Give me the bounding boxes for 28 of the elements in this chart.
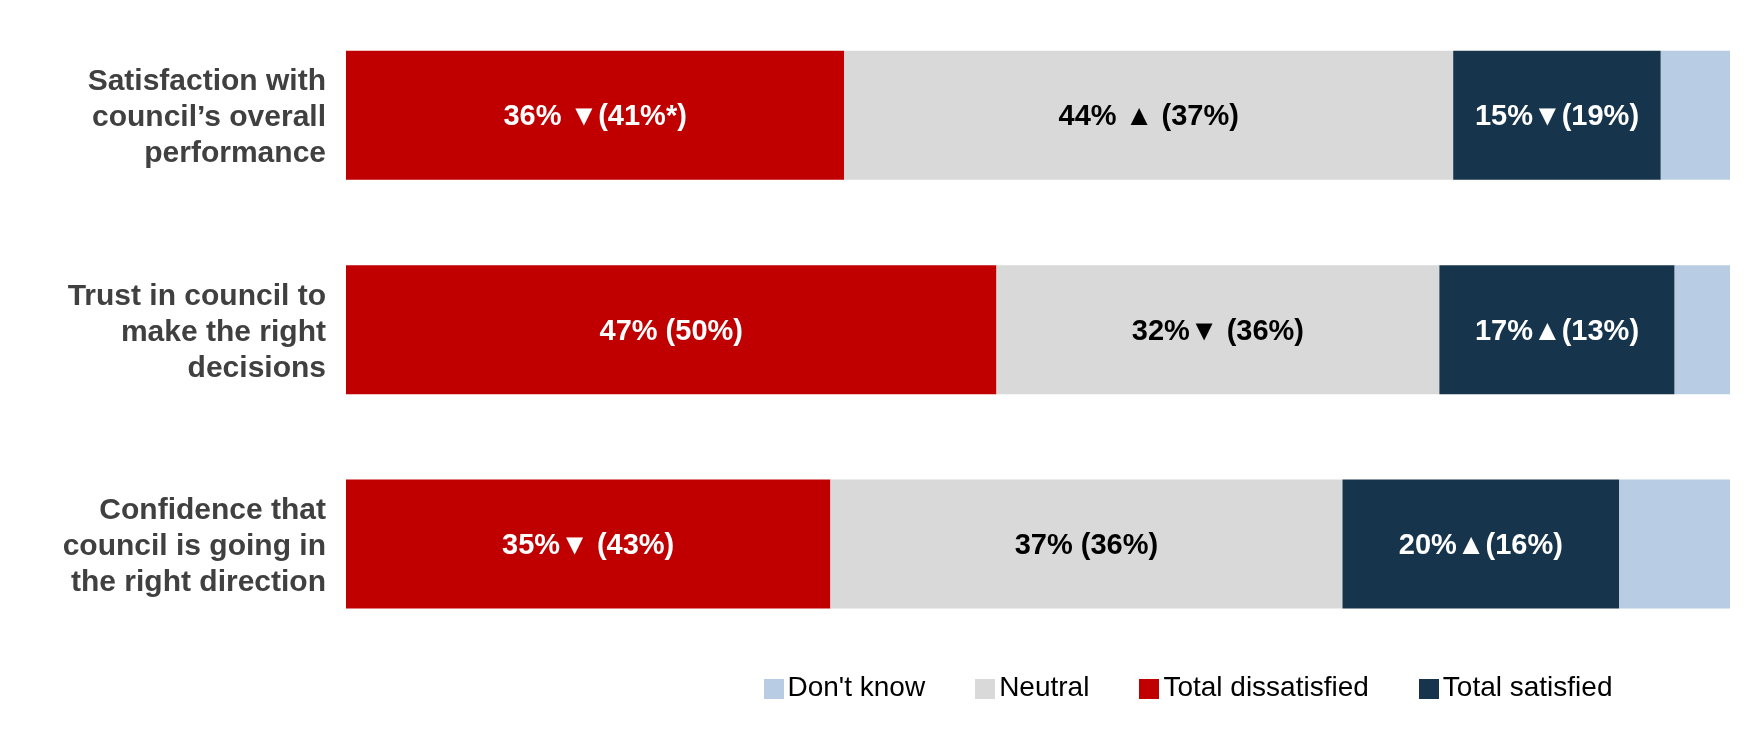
bar [346, 265, 997, 395]
bar [1619, 479, 1730, 609]
bar [1453, 50, 1661, 180]
bar [346, 50, 845, 180]
legend-label: Total satisfied [1442, 671, 1613, 702]
data-label: 44% ▲ (37%) [1058, 99, 1239, 132]
bar [1660, 50, 1730, 180]
data-label: 35%▼ (43%) [502, 528, 675, 561]
bar [830, 479, 1343, 609]
bar [844, 50, 1454, 180]
data-label: 15%▼(19%) [1474, 99, 1640, 132]
data-label: 37% (36%) [1014, 528, 1159, 561]
legend-label: Don't know [787, 671, 926, 702]
bar [996, 265, 1440, 395]
data-label: 32%▼ (36%) [1131, 313, 1305, 346]
bar [1674, 265, 1730, 395]
data-label: 17%▲(13%) [1474, 313, 1640, 346]
bar [346, 479, 831, 609]
legend-label: Total dissatisfied [1163, 671, 1369, 702]
legend-label: Neutral [999, 671, 1090, 702]
data-label: 20%▲(16%) [1398, 528, 1563, 561]
data-label: 47% (50%) [599, 313, 743, 346]
y-tick-label: Confidence that council is going in the right direction [62, 491, 327, 597]
bar [1439, 265, 1675, 395]
y-tick-label: Satisfaction with council’s overall performance [87, 62, 326, 168]
bar [1342, 479, 1620, 609]
y-tick-label: Trust in council to make the right decisions [67, 277, 326, 382]
data-label: 36% ▼(41%*) [503, 99, 687, 132]
